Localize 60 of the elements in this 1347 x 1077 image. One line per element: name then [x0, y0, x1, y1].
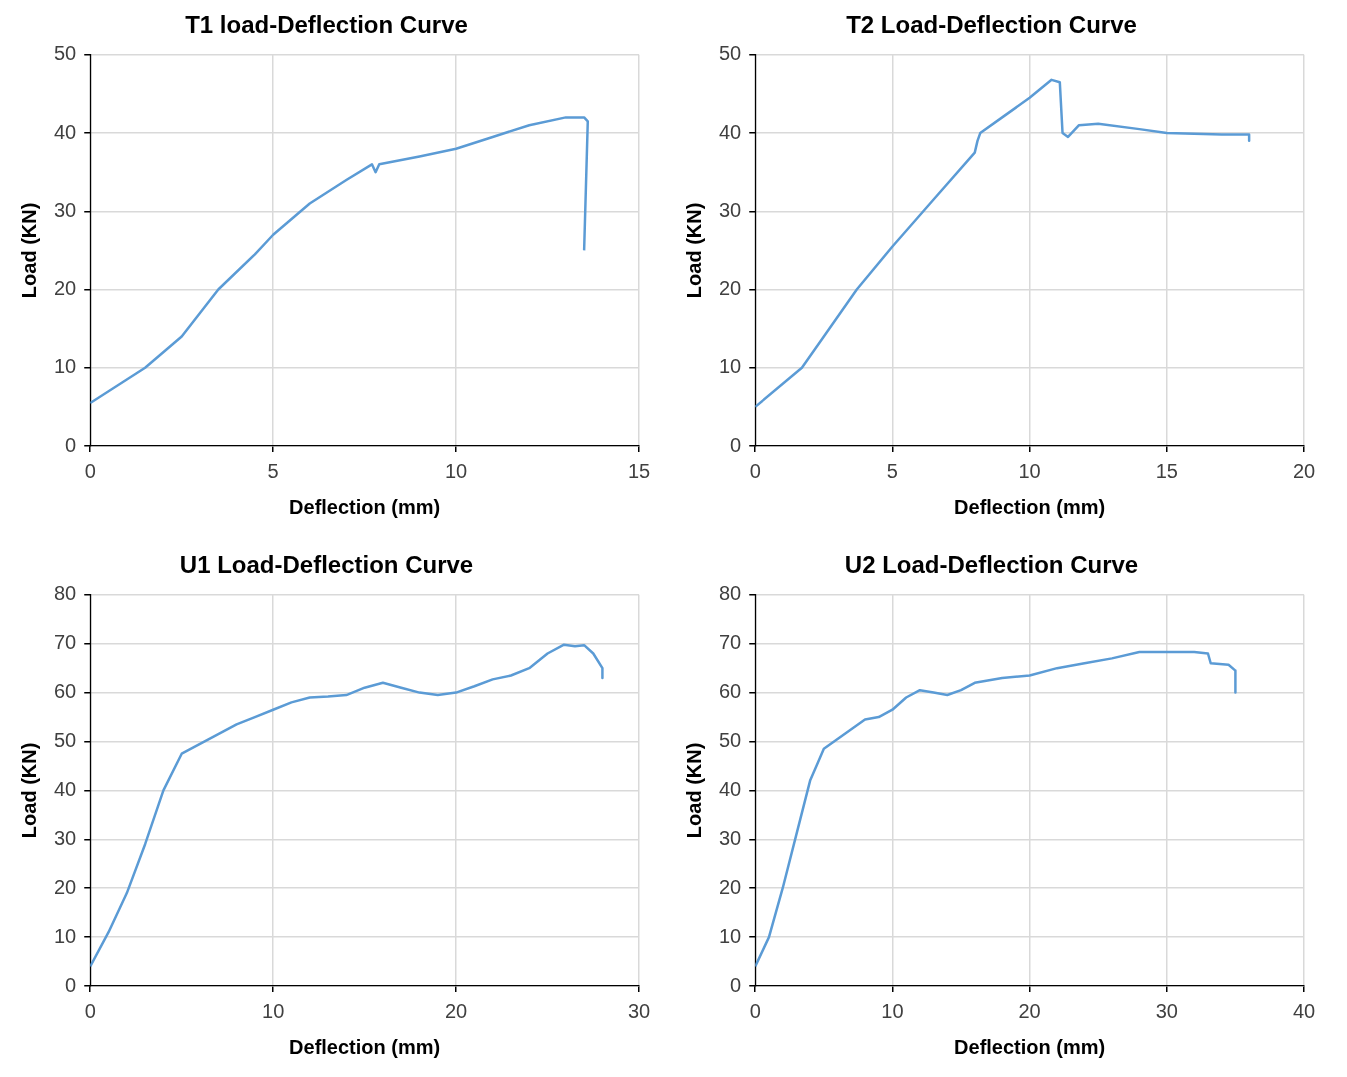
y-tick-label: 40: [54, 777, 77, 800]
x-tick-label: 30: [1155, 999, 1178, 1022]
y-tick-label: 80: [54, 582, 77, 605]
y-tick-label: 10: [719, 355, 742, 378]
x-tick-label: 10: [881, 999, 904, 1022]
y-tick-label: 30: [54, 198, 77, 221]
x-tick-label: 10: [262, 999, 285, 1022]
y-tick-label: 0: [65, 433, 77, 456]
x-tick-label: 5: [886, 459, 898, 482]
y-tick-label: 50: [54, 729, 77, 752]
y-tick-label: 30: [54, 826, 77, 849]
y-tick-label: 40: [719, 120, 742, 143]
y-tick-label: 10: [54, 924, 77, 947]
y-tick-label: 20: [719, 875, 742, 898]
y-tick-label: 0: [730, 433, 742, 456]
y-tick-label: 50: [54, 42, 77, 65]
y-axis-title: Load (KN): [682, 202, 705, 299]
y-axis-title: Load (KN): [682, 742, 705, 839]
chart-title: U2 Load-Deflection Curve: [844, 551, 1139, 579]
y-axis-title: Load (KN): [17, 202, 40, 299]
y-tick-label: 20: [54, 875, 77, 898]
x-axis-title: Deflection (mm): [289, 1035, 441, 1058]
x-axis-title: Deflection (mm): [954, 495, 1106, 518]
x-tick-label: 15: [1155, 459, 1178, 482]
y-tick-label: 40: [54, 120, 77, 143]
x-tick-label: 30: [627, 999, 651, 1022]
chart-title: U1 Load-Deflection Curve: [179, 551, 474, 579]
y-tick-label: 30: [719, 826, 742, 849]
y-tick-label: 0: [730, 973, 742, 996]
x-tick-label: 5: [267, 459, 279, 482]
x-tick-label: 20: [1292, 459, 1316, 482]
x-tick-label: 0: [84, 459, 96, 482]
x-tick-label: 20: [444, 999, 468, 1022]
x-tick-label: 15: [627, 459, 651, 482]
y-tick-label: 60: [54, 680, 77, 703]
y-tick-label: 30: [719, 198, 742, 221]
x-tick-label: 10: [1018, 459, 1041, 482]
x-tick-label: 0: [84, 999, 96, 1022]
x-axis-title: Deflection (mm): [954, 1035, 1106, 1058]
y-tick-label: 20: [54, 277, 77, 300]
chart-title: T1 load-Deflection Curve: [185, 11, 468, 39]
y-tick-label: 0: [65, 973, 77, 996]
y-tick-label: 10: [54, 355, 77, 378]
chart-title: T2 Load-Deflection Curve: [846, 11, 1137, 39]
x-tick-label: 20: [1018, 999, 1041, 1022]
y-tick-label: 20: [719, 277, 742, 300]
y-tick-label: 50: [719, 729, 742, 752]
x-tick-label: 0: [749, 999, 761, 1022]
x-tick-label: 0: [749, 459, 761, 482]
y-axis-title: Load (KN): [17, 742, 40, 839]
x-tick-label: 40: [1292, 999, 1316, 1022]
x-tick-label: 10: [444, 459, 468, 482]
y-tick-label: 50: [719, 42, 742, 65]
y-tick-label: 70: [54, 631, 77, 654]
y-tick-label: 80: [719, 582, 742, 605]
y-tick-label: 40: [719, 777, 742, 800]
x-axis-title: Deflection (mm): [289, 495, 441, 518]
y-tick-label: 10: [719, 924, 742, 947]
y-tick-label: 70: [719, 631, 742, 654]
y-tick-label: 60: [719, 680, 742, 703]
